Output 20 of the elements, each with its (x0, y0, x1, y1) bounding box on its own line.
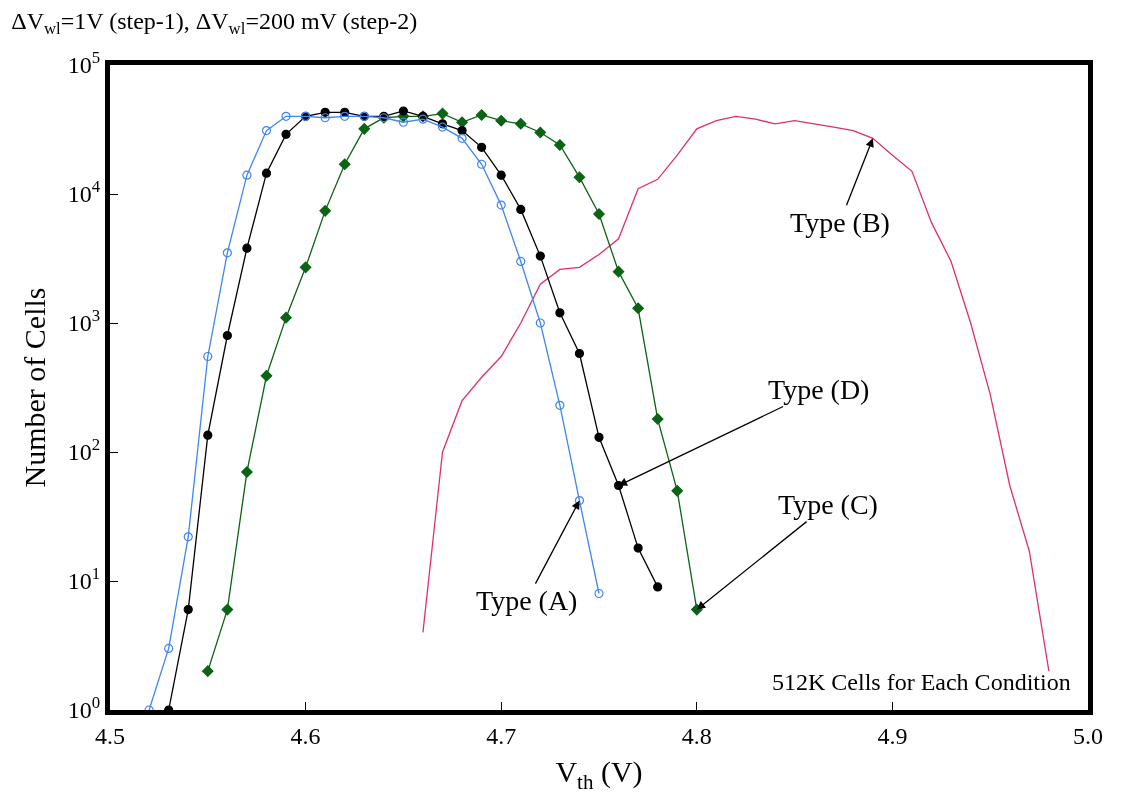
x-tick-label: 5.0 (1073, 722, 1103, 749)
x-tick-label: 4.7 (486, 722, 517, 749)
annotation: Type (C) (778, 489, 878, 520)
x-tick-label: 4.9 (877, 722, 908, 749)
x-tick-label: 4.6 (290, 722, 321, 749)
x-axis-title: V$_{th}$ (V) (555, 755, 643, 794)
chart-title: ΔV$_{wl}$=1V (step-1), ΔV$_{wl}$=200 mV (step-2) (11, 7, 418, 38)
y-tick-label: 10$^{0}$ (67, 693, 101, 724)
y-tick-label: 10$^{5}$ (67, 48, 101, 79)
annotation: Type (D) (768, 374, 870, 405)
annotation: Type (A) (476, 585, 578, 616)
y-tick-label: 10$^{2}$ (67, 435, 101, 466)
y-tick-label: 10$^{3}$ (67, 306, 101, 337)
y-axis-title: Number of Cells (17, 287, 51, 488)
x-tick-label: 4.5 (95, 722, 125, 749)
annotation: Type (B) (790, 207, 890, 238)
x-tick-label: 4.8 (681, 722, 712, 749)
annotation: 512K Cells for Each Condition (772, 669, 1071, 695)
y-tick-label: 10$^{1}$ (67, 564, 101, 595)
y-tick-label: 10$^{4}$ (67, 177, 101, 208)
